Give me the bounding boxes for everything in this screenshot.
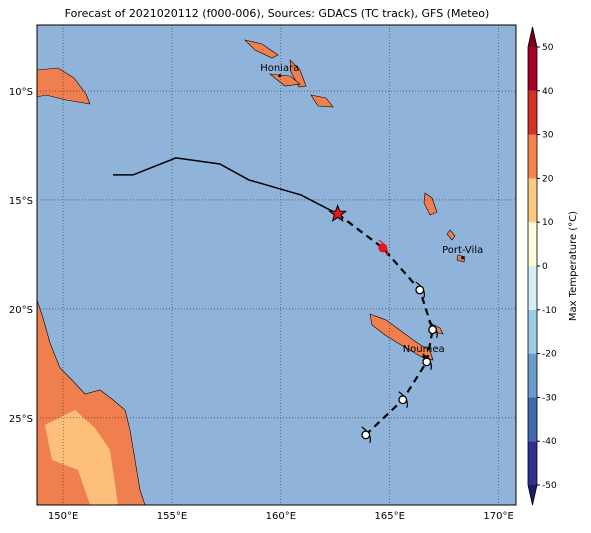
place-label: Port-Vila (442, 245, 483, 256)
storm-forecast (415, 285, 425, 295)
colorbar-tick-label: 40 (542, 87, 554, 97)
lon-tick-label: 155°E (157, 511, 187, 522)
storm-forecast (422, 357, 432, 367)
colorbar-tick-label: -30 (542, 393, 557, 403)
storm-forecast (398, 395, 408, 405)
colorbar-band (528, 47, 537, 91)
lat-tick-label: 20°S (9, 305, 33, 316)
map-frame (36, 24, 517, 506)
lat-tick-label: 25°S (9, 414, 33, 425)
lat-tick-label: 10°S (9, 87, 33, 98)
map-title: Forecast of 2021020112 (f000-006), Sourc… (65, 7, 490, 20)
storm-forecast (428, 325, 438, 335)
colorbar-tick-label: 10 (542, 218, 554, 228)
colorbar-band (528, 309, 537, 354)
colorbar-band (528, 90, 537, 135)
colorbar-tick-label: -20 (542, 350, 557, 360)
place-label: Honiara (260, 63, 299, 74)
colorbar-tick-label: -40 (542, 437, 557, 447)
colorbar-extend (528, 27, 537, 47)
colorbar-band (528, 134, 537, 179)
lon-tick-label: 165°E (375, 511, 405, 522)
past-track (112, 157, 339, 215)
colorbar-band (528, 222, 537, 266)
colorbar-tick-label: -50 (542, 481, 557, 491)
colorbar-band (528, 441, 537, 485)
colorbar-tick-label: 30 (542, 131, 554, 141)
place-dot (422, 355, 426, 359)
colorbar-extend (528, 485, 537, 505)
place-dot (278, 74, 282, 78)
lon-tick-label: 150°E (48, 511, 78, 522)
storm-current (328, 203, 348, 222)
colorbar-label: Max Temperature (°C) (568, 211, 579, 321)
place-dot (461, 256, 465, 260)
lat-tick-label: 15°S (9, 196, 33, 207)
colorbar-tick-label: -10 (542, 306, 557, 316)
colorbar-tick-label: 50 (542, 43, 554, 53)
colorbar-tick-label: 0 (542, 262, 548, 272)
colorbar-tick-label: 20 (542, 174, 554, 184)
colorbar-band (528, 397, 537, 442)
lon-tick-label: 170°E (483, 511, 513, 522)
place-label: Noumea (403, 344, 445, 355)
colorbar-band (528, 353, 537, 398)
colorbar-band (528, 266, 537, 310)
colorbar-band (528, 178, 537, 223)
lon-tick-label: 160°E (266, 511, 296, 522)
storm-forecast (361, 430, 371, 440)
storm-forecast (378, 243, 388, 253)
